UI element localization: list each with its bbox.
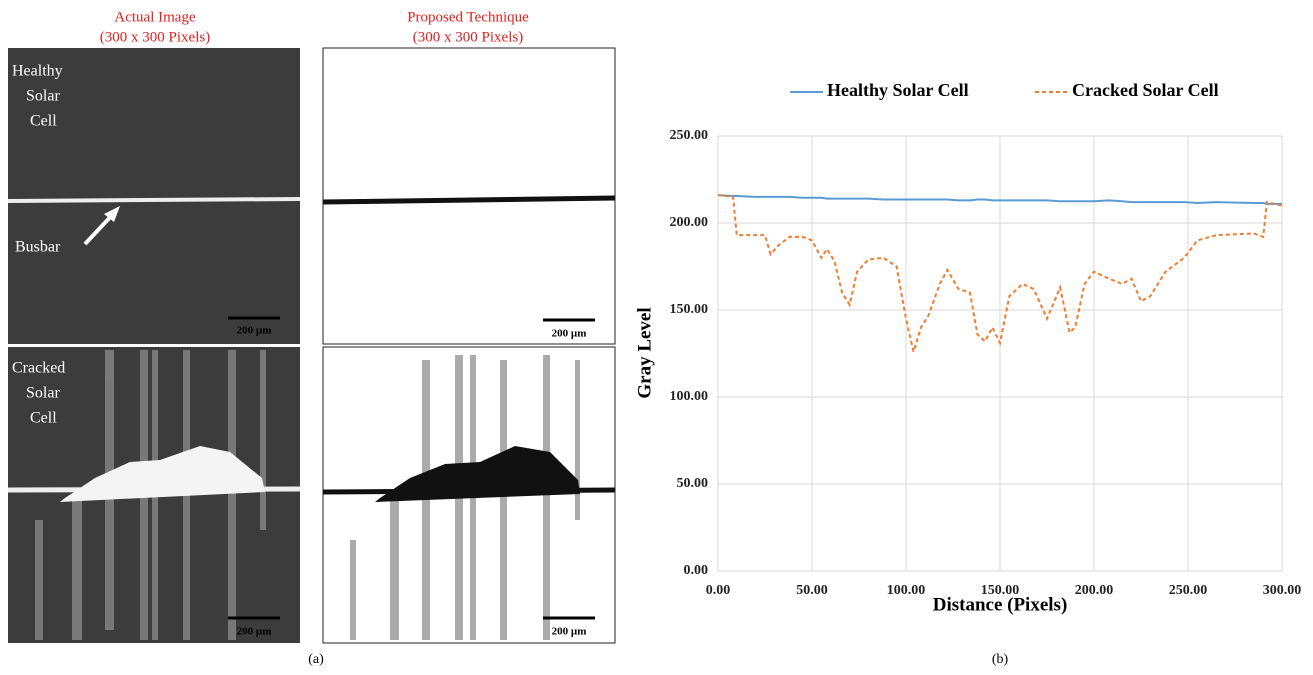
panel-subtitle: (300 x 300 Pixels) — [413, 29, 523, 45]
legend-label: Healthy Solar Cell — [827, 80, 969, 100]
panel-subtitle: (300 x 300 Pixels) — [100, 29, 210, 45]
x-axis-label: Distance (Pixels) — [933, 594, 1068, 615]
image-label: Solar — [26, 88, 60, 105]
x-tick-label: 300.00 — [1263, 583, 1302, 598]
data-line — [717, 194, 1282, 205]
image-label: Healthy — [12, 63, 63, 80]
y-tick-label: 50.00 — [677, 476, 709, 491]
y-axis-label: Gray Level — [634, 307, 655, 398]
busbar — [7, 197, 301, 203]
busbar-label: Busbar — [15, 239, 61, 256]
legend-label: Cracked Solar Cell — [1072, 80, 1219, 100]
y-tick-label: 250.00 — [670, 128, 709, 143]
image-label: Cell — [30, 113, 57, 130]
caption: (b) — [992, 652, 1009, 667]
image-panels — [7, 47, 616, 644]
x-tick-label: 200.00 — [1075, 583, 1114, 598]
x-tick-label: 100.00 — [887, 583, 926, 598]
scale-label: 200 µm — [237, 325, 272, 337]
y-tick-label: 200.00 — [670, 215, 709, 230]
y-tick-label: 0.00 — [684, 563, 709, 578]
image-label: Cell — [30, 410, 57, 427]
image-label: Cracked — [12, 360, 65, 377]
busbar-arrowhead — [104, 206, 120, 222]
data-line — [717, 194, 1283, 356]
caption: (a) — [308, 652, 324, 667]
x-tick-label: 250.00 — [1169, 583, 1208, 598]
scale-label: 200 µm — [237, 626, 272, 638]
image-label: Solar — [26, 385, 60, 402]
panel-title: Actual Image — [114, 9, 196, 25]
crack-region — [375, 446, 580, 502]
scale-label: 200 µm — [552, 626, 587, 638]
scale-bars — [228, 316, 595, 620]
crack-region — [60, 446, 265, 502]
busbar — [322, 195, 616, 205]
x-tick-label: 150.00 — [981, 583, 1020, 598]
y-tick-label: 100.00 — [670, 389, 709, 404]
panel-title: Proposed Technique — [407, 9, 529, 25]
scale-label: 200 µm — [552, 328, 587, 340]
healthy-actual-image — [8, 48, 300, 344]
y-tick-label: 150.00 — [670, 302, 709, 317]
healthy-processed-image — [322, 47, 616, 345]
x-tick-label: 0.00 — [706, 583, 731, 598]
x-tick-label: 50.00 — [796, 583, 828, 598]
